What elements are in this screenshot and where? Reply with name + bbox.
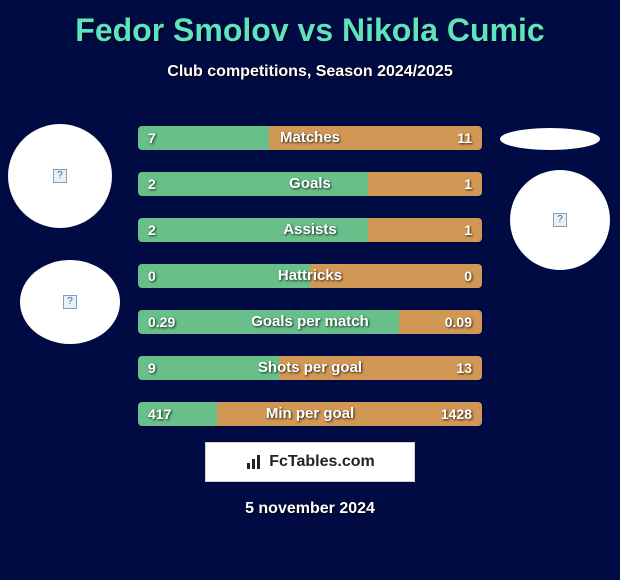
stat-label: Goals <box>138 172 482 196</box>
stat-value-left: 7 <box>148 126 156 150</box>
club1-avatar-circle: ? <box>20 260 120 344</box>
player1-avatar-circle: ? <box>8 124 112 228</box>
stat-row: Goals2 1 <box>138 172 482 196</box>
stat-value-left: 2 <box>148 172 156 196</box>
stat-row: Hattricks0 0 <box>138 264 482 288</box>
stat-value-left: 9 <box>148 356 156 380</box>
stats-bars: Matches711Goals21Assists21Hattricks00Goa… <box>138 126 482 448</box>
stat-value-right: 1 <box>464 172 472 196</box>
stat-value-right: 1428 <box>441 402 472 426</box>
stat-value-right: 0 <box>464 264 472 288</box>
stat-value-right: 1 <box>464 218 472 242</box>
stat-label: Hattricks <box>138 264 482 288</box>
player1-name: Fedor Smolov <box>75 12 288 48</box>
stat-row: Min per goal417 1428 <box>138 402 482 426</box>
placeholder-icon: ? <box>63 295 77 309</box>
stat-label: Matches <box>138 126 482 150</box>
stat-value-left: 0 <box>148 264 156 288</box>
chart-icon <box>245 453 263 471</box>
player2-avatar-circle: ? <box>510 170 610 270</box>
brand-text: FcTables.com <box>269 453 375 471</box>
placeholder-icon: ? <box>553 213 567 227</box>
vs-label: vs <box>298 12 334 48</box>
stat-row: Matches7 11 <box>138 126 482 150</box>
stat-label: Assists <box>138 218 482 242</box>
brand-badge: FcTables.com <box>205 442 415 482</box>
player2-name: Nikola Cumic <box>342 12 545 48</box>
stat-label: Min per goal <box>138 402 482 426</box>
stat-row: Shots per goal9 13 <box>138 356 482 380</box>
stat-label: Shots per goal <box>138 356 482 380</box>
comparison-title: Fedor Smolov vs Nikola Cumic <box>0 0 620 49</box>
stat-value-left: 2 <box>148 218 156 242</box>
placeholder-icon: ? <box>53 169 67 183</box>
stat-value-left: 417 <box>148 402 171 426</box>
stat-row: Assists2 1 <box>138 218 482 242</box>
stat-label: Goals per match <box>138 310 482 334</box>
decorative-ellipse <box>500 128 600 150</box>
stat-value-right: 13 <box>456 356 472 380</box>
stat-row: Goals per match0.29 0.09 <box>138 310 482 334</box>
stat-value-left: 0.29 <box>148 310 175 334</box>
stat-value-right: 0.09 <box>445 310 472 334</box>
stat-value-right: 11 <box>457 126 472 150</box>
subtitle: Club competitions, Season 2024/2025 <box>0 63 620 81</box>
footer-date: 5 november 2024 <box>0 500 620 518</box>
